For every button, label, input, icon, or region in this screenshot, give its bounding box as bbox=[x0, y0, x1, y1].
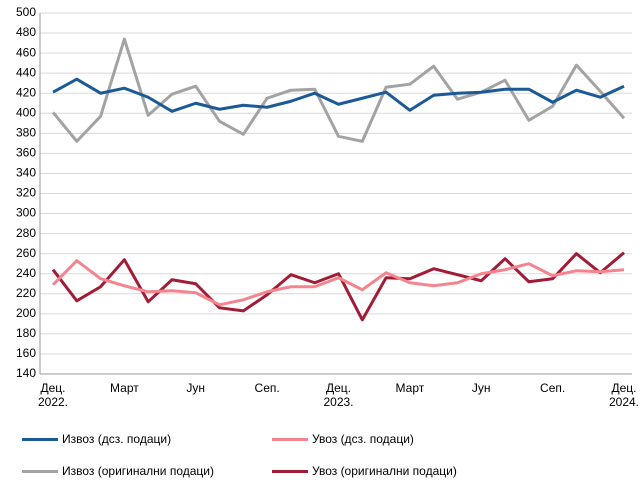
y-tick-label: 460 bbox=[16, 45, 36, 59]
legend-label: Увоз (оригинални подаци) bbox=[312, 464, 457, 478]
y-tick-label: 500 bbox=[16, 5, 36, 19]
legend-label: Увоз (дсз. подаци) bbox=[312, 432, 414, 446]
y-tick-label: 400 bbox=[16, 105, 36, 119]
x-tick-label: Сеп. bbox=[254, 381, 280, 395]
y-tick-label: 180 bbox=[16, 326, 36, 340]
series-line bbox=[52, 77, 625, 113]
series-line bbox=[51, 259, 625, 307]
y-tick-label: 360 bbox=[16, 146, 36, 160]
y-tick-label: 480 bbox=[16, 25, 36, 39]
y-tick-label: 240 bbox=[16, 266, 36, 280]
y-tick-label: 380 bbox=[16, 126, 36, 140]
y-tick-label: 140 bbox=[16, 366, 36, 380]
legend-label: Извоз (дсз. подаци) bbox=[62, 432, 172, 446]
legend-swatch bbox=[22, 437, 58, 441]
y-tick-label: 220 bbox=[16, 286, 36, 300]
legend-swatch bbox=[272, 437, 308, 441]
legend-swatch bbox=[272, 469, 308, 473]
legend-label: Извоз (оригинални подаци) bbox=[62, 464, 214, 478]
x-tick-label: Јун bbox=[186, 381, 206, 395]
legend-swatch bbox=[22, 469, 58, 473]
x-tick-label: Дец. 2023. bbox=[323, 381, 354, 409]
y-tick-label: 160 bbox=[16, 346, 36, 360]
legend-item: Извоз (оригинални подаци) bbox=[22, 464, 214, 478]
x-tick-label: Март bbox=[110, 381, 139, 395]
legend-item: Увоз (оригинални подаци) bbox=[272, 464, 457, 478]
series-line bbox=[51, 37, 626, 143]
y-tick-label: 420 bbox=[16, 85, 36, 99]
x-tick-label: Дец. 2024. bbox=[608, 381, 640, 409]
y-tick-label: 260 bbox=[16, 246, 36, 260]
y-tick-label: 440 bbox=[16, 65, 36, 79]
series-line bbox=[51, 251, 625, 322]
x-tick-label: Сеп. bbox=[540, 381, 566, 395]
y-tick-label: 300 bbox=[16, 206, 36, 220]
x-tick-label: Март bbox=[395, 381, 425, 395]
x-tick-label: Дец. 2022. bbox=[37, 381, 69, 409]
y-tick-label: 280 bbox=[16, 226, 36, 240]
legend-item: Увоз (дсз. подаци) bbox=[272, 432, 414, 446]
x-tick-label: Јун bbox=[471, 381, 491, 395]
y-tick-label: 200 bbox=[16, 306, 36, 320]
legend-item: Извоз (дсз. подаци) bbox=[22, 432, 171, 446]
y-tick-label: 320 bbox=[16, 186, 36, 200]
y-tick-label: 340 bbox=[16, 166, 36, 180]
